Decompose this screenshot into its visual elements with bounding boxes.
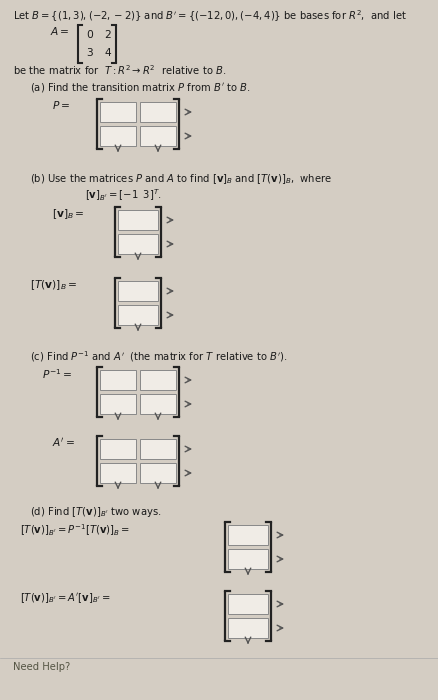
Text: 0: 0: [86, 30, 93, 40]
Text: $[T(\mathbf{v})]_B =$: $[T(\mathbf{v})]_B =$: [30, 278, 77, 292]
Bar: [118, 305, 158, 325]
Text: $[\mathbf{v}]_{B'} = [-1 \;\; 3]^T$.: $[\mathbf{v}]_{B'} = [-1 \;\; 3]^T$.: [85, 187, 162, 202]
Text: (a) Find the transition matrix $P$ from $B'$ to $B$.: (a) Find the transition matrix $P$ from …: [30, 81, 250, 94]
Bar: [227, 549, 267, 569]
Bar: [100, 463, 136, 483]
Text: $P =$: $P =$: [52, 99, 70, 111]
Bar: [100, 394, 136, 414]
Text: $[\mathbf{v}]_B =$: $[\mathbf{v}]_B =$: [52, 207, 85, 220]
Text: $[T(\mathbf{v})]_{B'} = P^{-1}[T(\mathbf{v})]_B =$: $[T(\mathbf{v})]_{B'} = P^{-1}[T(\mathbf…: [20, 522, 130, 538]
Text: 3: 3: [86, 48, 93, 58]
Bar: [227, 594, 267, 614]
Bar: [140, 126, 176, 146]
Bar: [100, 126, 136, 146]
Bar: [100, 102, 136, 122]
Text: $[T(\mathbf{v})]_{B'} = A'[\mathbf{v}]_{B'} =$: $[T(\mathbf{v})]_{B'} = A'[\mathbf{v}]_{…: [20, 591, 110, 605]
Text: $P^{-1} =$: $P^{-1} =$: [42, 367, 72, 381]
Bar: [227, 525, 267, 545]
Bar: [227, 618, 267, 638]
Bar: [140, 394, 176, 414]
Text: $A =$: $A =$: [50, 25, 70, 37]
Text: (c) Find $P^{-1}$ and $A'$  (the matrix for $T$ relative to $B'$).: (c) Find $P^{-1}$ and $A'$ (the matrix f…: [30, 349, 287, 364]
Text: (d) Find $[T(\mathbf{v})]_{B'}$ two ways.: (d) Find $[T(\mathbf{v})]_{B'}$ two ways…: [30, 505, 161, 519]
Bar: [140, 102, 176, 122]
Bar: [140, 439, 176, 459]
Text: $A' =$: $A' =$: [52, 436, 74, 449]
Bar: [118, 210, 158, 230]
Text: Let $B = \{(1, 3), (-2, -2)\}$ and $B' = \{(-12, 0), (-4, 4)\}$ be bases for $R^: Let $B = \{(1, 3), (-2, -2)\}$ and $B' =…: [13, 8, 406, 24]
Bar: [140, 370, 176, 390]
Bar: [140, 463, 176, 483]
Text: 2: 2: [104, 30, 111, 40]
Text: (b) Use the matrices $P$ and $A$ to find $[\mathbf{v}]_B$ and $[T(\mathbf{v})]_B: (b) Use the matrices $P$ and $A$ to find…: [30, 172, 332, 186]
Bar: [100, 370, 136, 390]
Text: be the matrix for  $T: R^2 \rightarrow R^2$  relative to $B$.: be the matrix for $T: R^2 \rightarrow R^…: [13, 63, 226, 77]
Text: Need Help?: Need Help?: [13, 662, 70, 672]
Bar: [118, 234, 158, 254]
Text: 4: 4: [104, 48, 111, 58]
Bar: [100, 439, 136, 459]
Bar: [118, 281, 158, 301]
